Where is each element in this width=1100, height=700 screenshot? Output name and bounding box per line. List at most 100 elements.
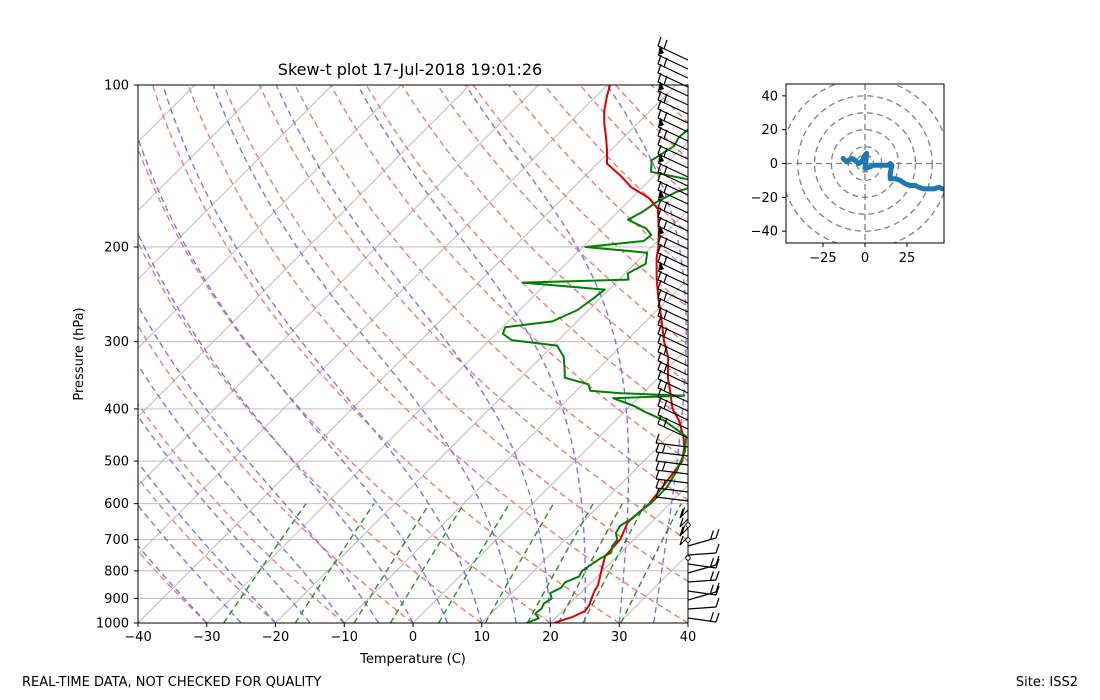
- barb-feather: [657, 333, 662, 344]
- barb-shaft: [657, 288, 689, 304]
- wind-barb: [657, 144, 689, 169]
- barb-feather: [663, 75, 668, 85]
- barb-feather: [663, 273, 668, 283]
- wind-barb: [657, 297, 689, 322]
- barb-shaft: [655, 478, 689, 484]
- wind-barb: [657, 72, 689, 97]
- barb-shaft: [687, 606, 717, 610]
- barb-feather: [663, 93, 668, 103]
- isotherm-line: [138, 85, 608, 555]
- isotherm-line: [138, 85, 677, 623]
- wind-barb: [657, 90, 689, 115]
- wind-barb: [657, 261, 689, 286]
- wind-barb: [679, 507, 689, 519]
- hodograph-ring: [813, 112, 917, 215]
- isotherm-line: [206, 141, 688, 623]
- barb-feather: [715, 570, 720, 581]
- dry-adiabat: [330, 85, 688, 462]
- barb-shaft: [657, 90, 689, 106]
- barb-shaft: [657, 108, 689, 124]
- barb-feather: [657, 72, 662, 83]
- wind-barb: [657, 180, 689, 205]
- mixing-ratio-line: [438, 503, 511, 623]
- barb-feather: [655, 469, 660, 480]
- barb-shaft: [657, 297, 689, 313]
- barb-feather: [663, 237, 668, 247]
- barb-shaft: [655, 469, 689, 475]
- wind-barb: [655, 433, 689, 448]
- barb-shaft: [657, 225, 689, 241]
- moist-adiabat: [606, 85, 687, 623]
- y-axis-label: Pressure (hPa): [72, 307, 87, 400]
- wind-barb: [657, 81, 689, 106]
- barb-shaft: [687, 579, 717, 583]
- barb-shaft: [657, 54, 689, 70]
- barb-shaft: [657, 162, 689, 178]
- barb-shaft: [657, 189, 689, 205]
- wind-barb: [657, 108, 689, 133]
- barb-shaft: [657, 135, 689, 151]
- wind-barb: [655, 478, 689, 493]
- hodograph: −25 0 25 40 20 0 −20 −40: [751, 83, 945, 266]
- wind-barb: [657, 54, 689, 79]
- barb-feather: [657, 90, 662, 101]
- wind-barb: [687, 528, 720, 547]
- barb-feather: [655, 478, 660, 489]
- barb-feather: [679, 517, 684, 528]
- dry-adiabat: [401, 85, 688, 384]
- barb-feather: [663, 129, 668, 139]
- barb-shaft: [657, 342, 689, 358]
- wind-barb: [687, 543, 720, 556]
- hodograph-x-tick-label: −25: [809, 251, 836, 266]
- isotherm-line: [481, 416, 688, 623]
- skewt-y-axis: 1000 900 800 700 600 500 400 300 200 100: [96, 79, 138, 632]
- isotherm-line: [138, 85, 196, 143]
- barb-feather: [657, 342, 662, 353]
- barb-shaft: [687, 564, 717, 574]
- barb-shaft: [657, 360, 689, 376]
- isotherm-line: [138, 85, 539, 487]
- barb-feather: [657, 36, 662, 47]
- barb-feather: [663, 291, 668, 301]
- hodograph-y-tick-label: −20: [751, 191, 778, 206]
- moist-adiabat: [275, 85, 552, 623]
- barb-shaft: [657, 315, 689, 331]
- mixing-ratio-line: [223, 503, 307, 623]
- dewpoint-profile: [501, 128, 688, 623]
- hodograph-axes: −25 0 25 40 20 0 −20 −40: [751, 89, 916, 266]
- barb-feather: [663, 363, 668, 373]
- wind-barb: [657, 198, 689, 223]
- barb-feather: [663, 219, 668, 229]
- barb-feather: [663, 111, 668, 121]
- wind-barb: [687, 555, 720, 574]
- barb-feather: [657, 135, 662, 146]
- barb-feather: [715, 543, 720, 554]
- barb-feather: [657, 315, 662, 326]
- barb-feather: [681, 507, 686, 517]
- dry-adiabat: [138, 146, 551, 623]
- barb-feather: [655, 487, 660, 498]
- barb-feather: [657, 360, 662, 371]
- temperature-profile: [553, 85, 686, 623]
- barb-shaft: [657, 216, 689, 232]
- mixing-ratio-line: [294, 503, 375, 623]
- wind-barb: [655, 442, 689, 457]
- barb-feather: [657, 243, 662, 254]
- wind-barb: [657, 36, 689, 61]
- isotherm-line: [618, 553, 688, 623]
- wind-barb: [657, 252, 689, 277]
- isotherm-line: [138, 85, 471, 418]
- barb-feather: [657, 270, 662, 281]
- wind-barb: [657, 135, 689, 160]
- barb-feather: [709, 571, 714, 581]
- wind-barb: [687, 570, 720, 583]
- dry-adiabat: [365, 85, 688, 423]
- barb-flag: [658, 189, 664, 199]
- mixing-ratio-line: [620, 503, 682, 623]
- barb-feather: [663, 417, 668, 427]
- barb-feather: [715, 582, 720, 593]
- moist-adiabat: [138, 232, 414, 623]
- barb-feather: [663, 399, 668, 409]
- isotherm-line: [138, 85, 264, 212]
- dry-adiabat: [758, 85, 1100, 623]
